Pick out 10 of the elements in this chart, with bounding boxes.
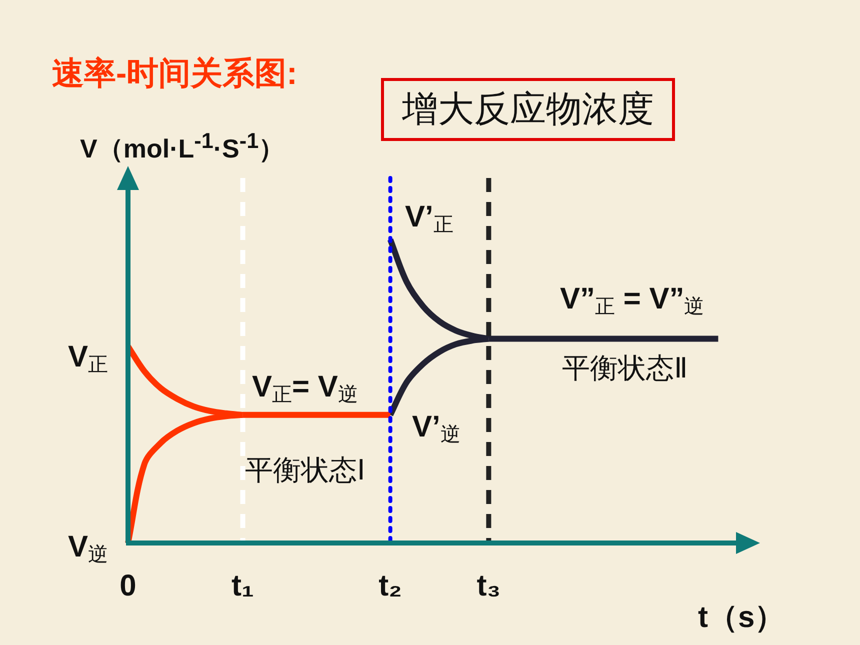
chart-subtitle: 增大反应物浓度	[381, 78, 675, 141]
x-tick-label: t₁	[232, 569, 254, 602]
x-tick-label: t₃	[476, 569, 501, 602]
chart-title: 速率-时间关系图:	[52, 54, 298, 93]
x-tick-label: t₂	[378, 569, 402, 602]
annotation: 平衡状态Ⅰ	[245, 453, 366, 486]
x-tick-label: 0	[120, 569, 136, 602]
annotation: 平衡状态Ⅱ	[562, 351, 688, 384]
x-axis-title: t（s）	[698, 600, 785, 636]
y-axis-title: V（mol·L$^{-1}$·S$^{-1}$）	[80, 128, 285, 166]
